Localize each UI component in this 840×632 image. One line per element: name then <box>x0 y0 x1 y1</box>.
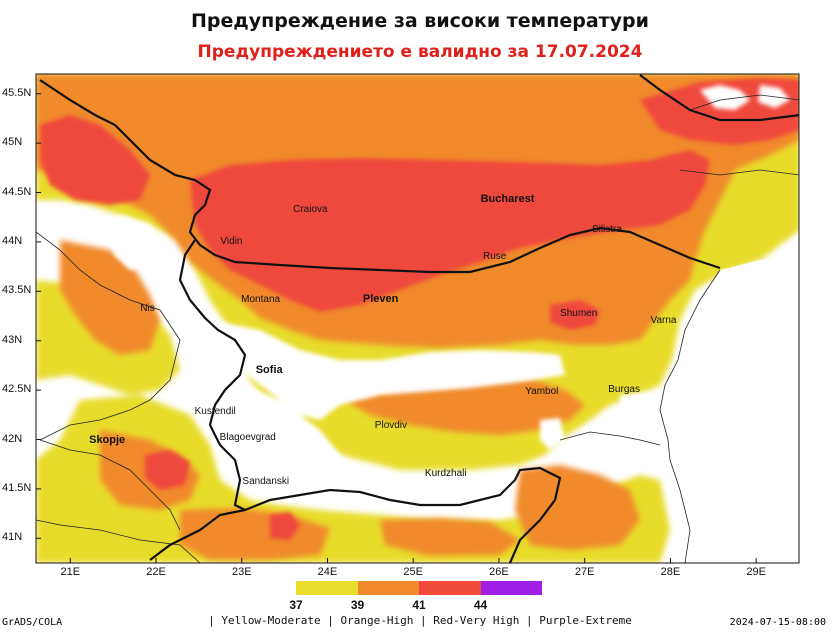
city-label: Sofia <box>255 364 283 377</box>
city-label: Sandanski <box>242 475 290 487</box>
page-title: Предупреждение за високи температури <box>191 10 649 32</box>
x-tick-label: 26E <box>489 566 509 578</box>
page-subtitle: Предупреждението е валидно за 17.07.2024 <box>197 42 643 62</box>
coastline <box>659 269 721 563</box>
city-label: Nis <box>140 303 155 315</box>
colorbar-threshold-label: 41 <box>412 598 426 612</box>
city-label: Craiova <box>293 204 328 216</box>
red-zones <box>40 78 799 540</box>
city-label: Silistra <box>591 224 622 236</box>
city-label: Bucharest <box>480 193 535 206</box>
colorbar-threshold-label: 37 <box>289 598 303 612</box>
y-tick-label: 44N <box>2 234 23 247</box>
minor-borders <box>36 94 799 563</box>
y-tick-label: 45.5N <box>2 86 32 99</box>
colorbar-threshold-label: 39 <box>350 598 365 612</box>
colorbar-threshold-label: 44 <box>473 598 488 612</box>
x-tick-label: 25E <box>403 566 423 578</box>
colorbar <box>296 581 542 595</box>
city-label: Blagoevgrad <box>219 431 276 443</box>
x-tick-label: 29E <box>746 566 766 578</box>
y-tick-label: 42N <box>2 432 23 445</box>
x-tick-label: 24E <box>317 566 338 578</box>
y-tick-label: 41N <box>2 531 23 544</box>
source-label: GrADS/COLA <box>2 617 63 628</box>
x-tick-label: 21E <box>60 566 81 578</box>
timestamp: 2024-07-15-08:00 <box>729 617 826 628</box>
black-sea <box>660 258 799 563</box>
x-tick-label: 22E <box>146 566 166 578</box>
y-tick-label: 41.5N <box>2 481 32 494</box>
colorbar-swatch <box>296 581 358 595</box>
city-label: Ruse <box>482 250 507 262</box>
city-label: Kustendil <box>194 405 236 417</box>
city-label: Vidin <box>220 235 243 247</box>
colorbar-swatch <box>419 581 481 595</box>
city-label: Kurdzhali <box>424 468 467 480</box>
plot-frame <box>35 73 800 564</box>
y-tick-label: 43.5N <box>2 284 32 297</box>
city-label: Yambol <box>525 386 559 398</box>
y-tick-label: 42.5N <box>2 383 32 396</box>
city-label: Skopje <box>89 433 126 446</box>
heatmap-field <box>36 74 799 563</box>
city-label: Shumen <box>560 308 598 320</box>
colorbar-swatch <box>357 581 419 595</box>
axis-ticks <box>36 93 757 563</box>
city-label: Plovdiv <box>374 419 408 431</box>
bulgaria-border <box>39 74 799 563</box>
legend-text: | Yellow-Moderate | Orange-High | Red-Ve… <box>208 614 632 627</box>
city-label: Burgas <box>608 384 640 396</box>
y-tick-label: 45N <box>2 136 23 149</box>
colorbar-swatch <box>480 581 542 595</box>
city-label: Montana <box>241 294 281 306</box>
city-label: Varna <box>650 314 677 326</box>
y-tick-label: 44.5N <box>2 185 32 198</box>
y-tick-label: 43N <box>2 333 23 346</box>
x-tick-label: 23E <box>231 566 252 578</box>
x-tick-label: 27E <box>574 566 595 578</box>
x-tick-label: 28E <box>660 566 681 578</box>
city-label: Pleven <box>362 293 399 306</box>
